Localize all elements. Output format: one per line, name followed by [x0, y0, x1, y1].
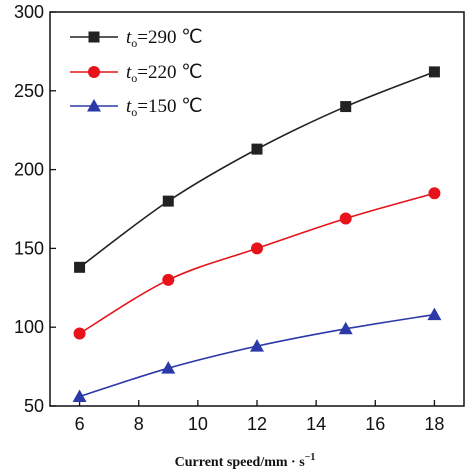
legend-entry-2: to=220 ℃ [70, 62, 203, 85]
y-tick-label: 150 [14, 238, 44, 258]
legend-marker [88, 66, 100, 78]
legend-label: to=220 ℃ [126, 62, 203, 85]
data-point [162, 195, 174, 207]
series-line [79, 192, 435, 335]
y-axis: 50 100 150 200 250 300 [14, 2, 56, 416]
legend-label: to=290 ℃ [126, 27, 203, 50]
x-axis-label: Current speed/mm · s−1 [175, 452, 316, 470]
legend: to=290 ℃ to=220 ℃ to=150 ℃ [70, 27, 203, 119]
data-point [251, 242, 263, 255]
x-tick-label: 8 [134, 414, 144, 434]
data-point [427, 307, 442, 321]
data-point [72, 389, 87, 403]
series-3 [72, 307, 442, 403]
data-point [162, 273, 175, 286]
legend-entry-1: to=290 ℃ [70, 27, 203, 50]
legend-marker [87, 99, 101, 112]
y-tick-label: 300 [14, 2, 44, 22]
legend-entry-3: to=150 ℃ [70, 96, 203, 119]
series-line [79, 71, 435, 268]
data-point [74, 261, 86, 273]
data-point [251, 143, 263, 155]
y-tick-label: 50 [24, 396, 44, 416]
series-layer [72, 66, 442, 403]
x-tick-label: 10 [188, 414, 208, 434]
data-point [340, 101, 352, 113]
x-tick-label: 6 [75, 414, 85, 434]
data-point [250, 339, 264, 352]
y-tick-label: 200 [14, 160, 44, 180]
series-line [79, 313, 435, 398]
data-point [338, 321, 353, 335]
data-point [428, 66, 440, 78]
series-1 [74, 66, 440, 273]
data-point [73, 327, 86, 340]
legend-marker [88, 31, 100, 43]
legend-label: to=150 ℃ [126, 96, 203, 119]
x-tick-label: 14 [306, 414, 326, 434]
y-tick-label: 250 [14, 81, 44, 101]
data-point [339, 212, 352, 225]
x-tick-label: 18 [424, 414, 444, 434]
data-point [161, 361, 176, 374]
data-point [428, 187, 441, 200]
x-tick-label: 16 [365, 414, 385, 434]
series-2 [73, 187, 441, 340]
x-tick-label: 12 [247, 414, 267, 434]
y-tick-label: 100 [14, 317, 44, 337]
x-axis: 6 8 10 12 14 16 18 [75, 400, 444, 434]
